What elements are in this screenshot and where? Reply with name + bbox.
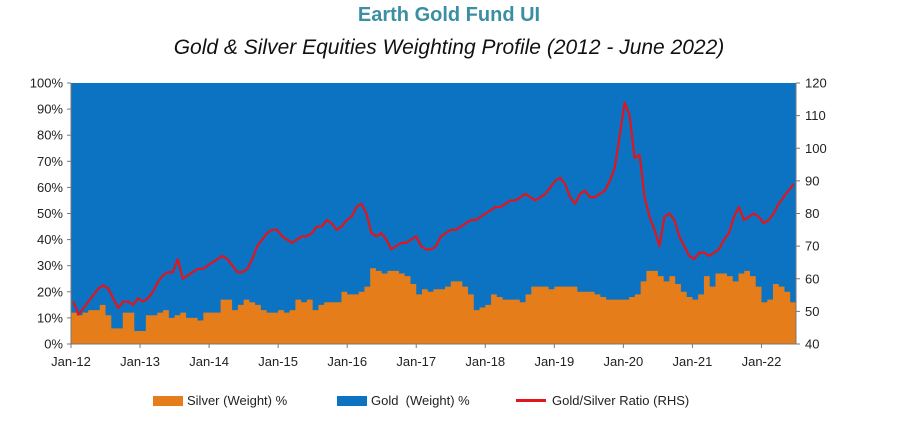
x-tick-label: Jan-17 bbox=[396, 354, 436, 369]
legend: Silver (Weight) % Gold (Weight) % Gold/S… bbox=[0, 393, 898, 413]
x-tick-label: Jan-20 bbox=[604, 354, 644, 369]
x-tick-label: Jan-19 bbox=[534, 354, 574, 369]
chart-title: Earth Gold Fund UI bbox=[357, 4, 541, 26]
left-tick-label: 100% bbox=[30, 76, 64, 91]
right-tick-label: 50 bbox=[805, 304, 819, 319]
gold-silver-ratio-line bbox=[72, 101, 795, 316]
left-tick-label: 90% bbox=[37, 102, 63, 117]
chart-subtitle: Gold & Silver Equities Weighting Profile… bbox=[173, 36, 725, 59]
left-tick-label: 70% bbox=[37, 154, 63, 169]
right-tick-label: 110 bbox=[805, 108, 826, 123]
legend-item-gold: Gold (Weight) % bbox=[337, 393, 470, 408]
right-tick-label: 90 bbox=[805, 173, 819, 188]
silver-weight-area bbox=[71, 268, 796, 344]
legend-swatch-gold bbox=[337, 395, 367, 406]
right-tick-label: 60 bbox=[805, 271, 819, 286]
left-tick-label: 10% bbox=[37, 310, 63, 325]
x-tick-label: Jan-21 bbox=[673, 354, 713, 369]
left-tick-label: 40% bbox=[37, 232, 63, 247]
x-tick-label: Jan-22 bbox=[742, 354, 782, 369]
left-tick-label: 60% bbox=[37, 180, 63, 195]
x-tick-label: Jan-12 bbox=[51, 354, 91, 369]
legend-label-gold: Gold (Weight) % bbox=[371, 393, 470, 408]
x-tick-label: Jan-18 bbox=[465, 354, 505, 369]
plot-area bbox=[71, 83, 796, 344]
left-tick-label: 50% bbox=[37, 206, 63, 221]
axes: 0% 10% 20% 30% 40% 50% 60% 70% 80% 90% 100% 40 50 60 7… bbox=[30, 76, 827, 370]
x-tick-label: Jan-16 bbox=[327, 354, 367, 369]
left-tick-label: 20% bbox=[37, 284, 63, 299]
left-tick-label: 30% bbox=[37, 258, 63, 273]
x-tick-label: Jan-13 bbox=[120, 354, 160, 369]
right-tick-label: 120 bbox=[805, 76, 827, 91]
legend-swatch-ratio bbox=[516, 399, 546, 402]
right-tick-label: 80 bbox=[805, 206, 819, 221]
x-tick-label: Jan-15 bbox=[258, 354, 298, 369]
legend-item-ratio: Gold/Silver Ratio (RHS) bbox=[516, 393, 689, 408]
legend-swatch-silver bbox=[153, 395, 183, 406]
legend-item-silver: Silver (Weight) % bbox=[153, 393, 287, 408]
x-tick-label: Jan-14 bbox=[189, 354, 229, 369]
right-tick-label: 70 bbox=[805, 239, 819, 254]
legend-label-silver: Silver (Weight) % bbox=[187, 393, 288, 408]
left-tick-label: 80% bbox=[37, 128, 63, 143]
legend-label-ratio: Gold/Silver Ratio (RHS) bbox=[552, 393, 690, 408]
right-tick-label: 40 bbox=[805, 337, 819, 352]
left-tick-label: 0% bbox=[44, 337, 63, 352]
right-tick-label: 100 bbox=[805, 141, 827, 156]
